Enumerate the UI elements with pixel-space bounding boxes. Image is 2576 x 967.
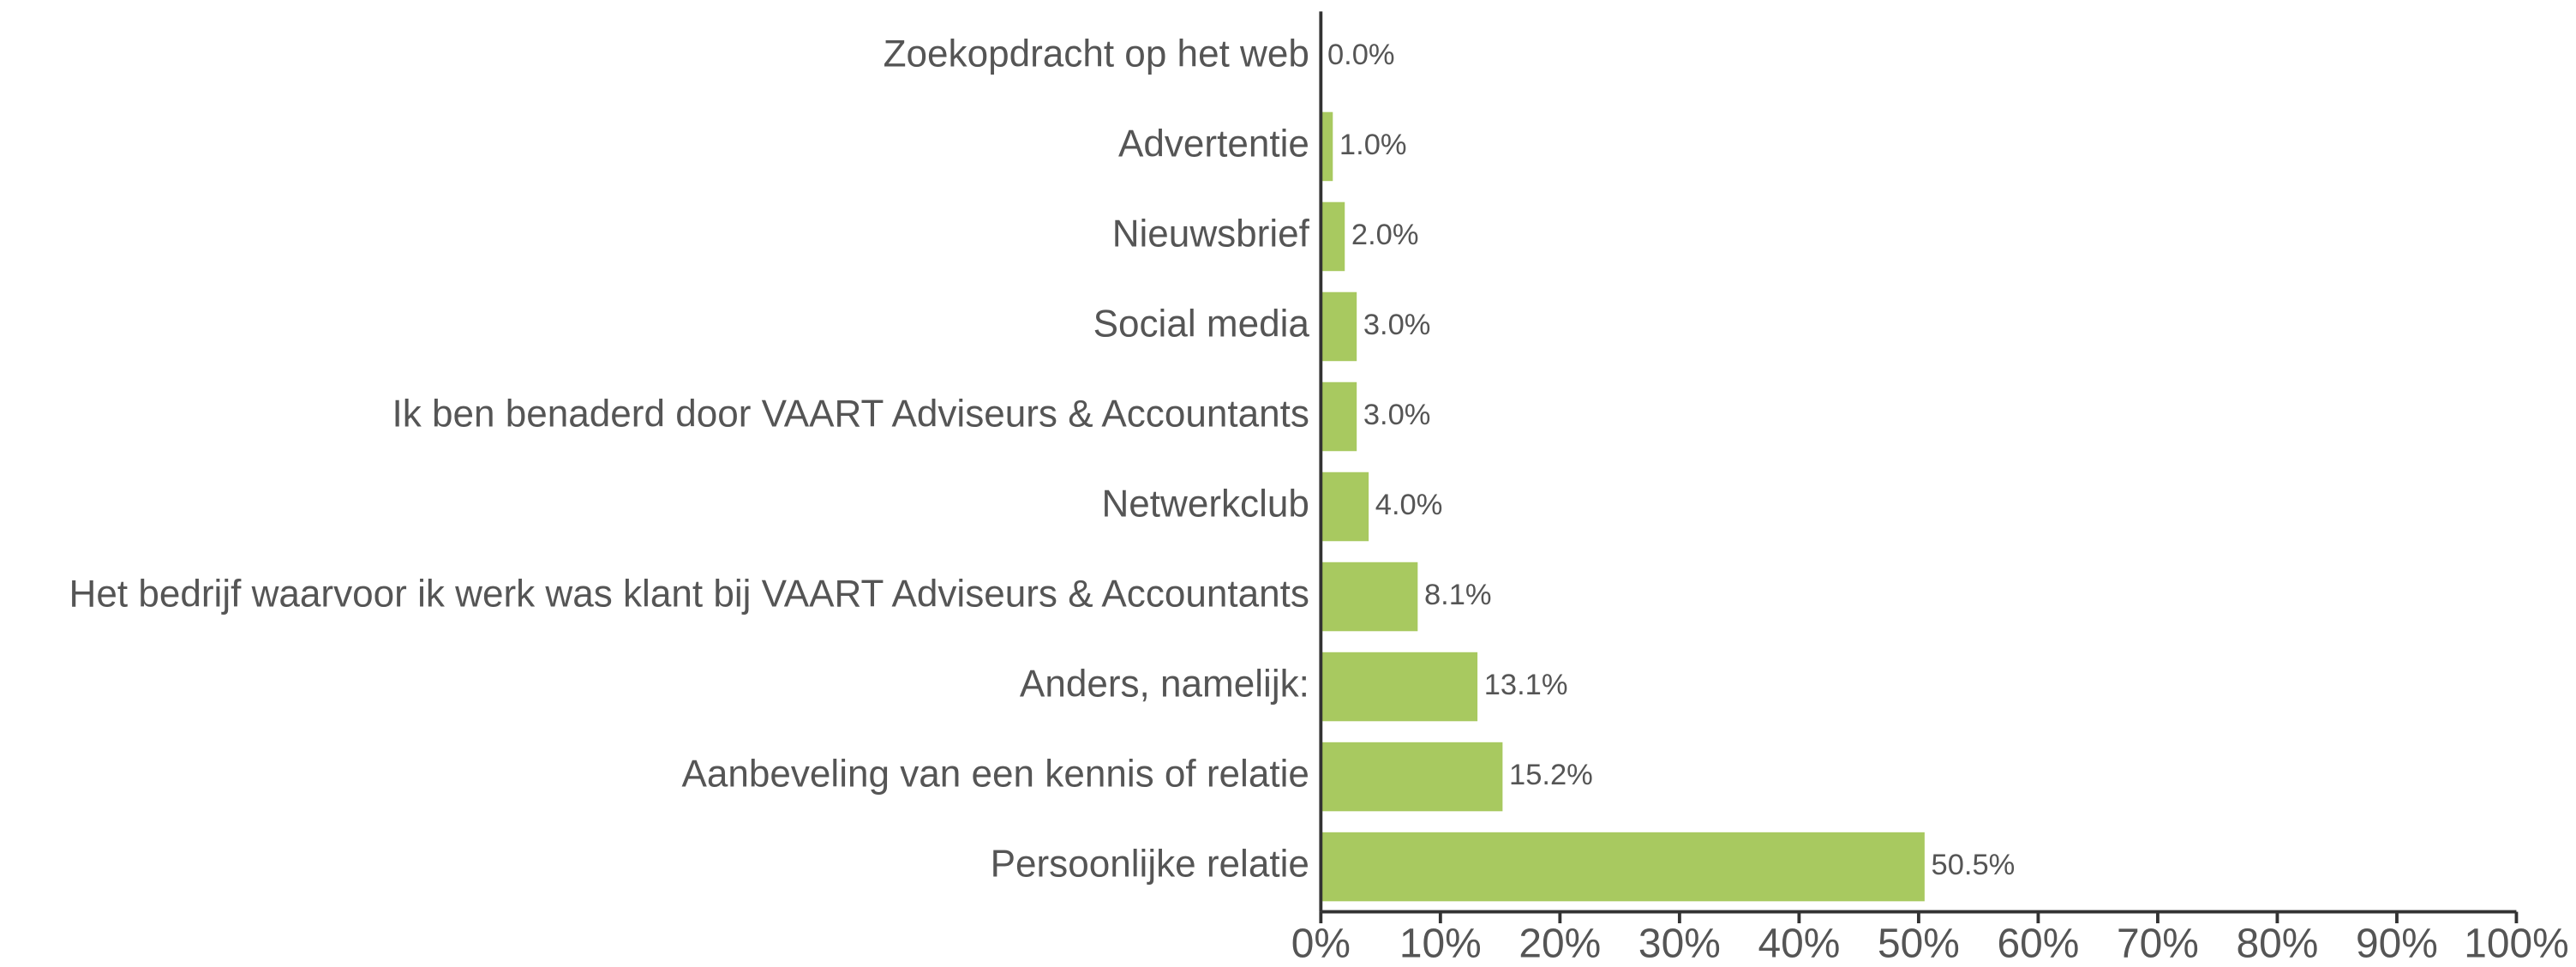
bar <box>1321 381 1357 452</box>
bar <box>1321 291 1357 362</box>
x-tick-label: 100% <box>2464 921 2569 963</box>
y-tick-label: Zoekopdracht op het web <box>884 33 1309 75</box>
x-tick-label: 20% <box>1519 921 1601 963</box>
y-tick-label: Social media <box>1093 303 1310 345</box>
y-tick-label: Advertentie <box>1118 123 1309 165</box>
value-label: 1.0% <box>1339 129 1407 161</box>
value-label: 8.1% <box>1424 579 1492 611</box>
y-tick-label: Nieuwsbrief <box>1112 213 1310 255</box>
y-tick-label: Persoonlijke relatie <box>991 844 1309 886</box>
value-label: 15.2% <box>1509 759 1593 791</box>
value-label: 0.0% <box>1327 39 1395 71</box>
bar <box>1321 201 1345 272</box>
x-tick-label: 0% <box>1291 921 1351 963</box>
bar <box>1321 832 1925 902</box>
value-label: 3.0% <box>1363 309 1431 341</box>
bar <box>1321 562 1418 632</box>
x-tick-label: 50% <box>1878 921 1960 963</box>
bar <box>1321 111 1333 182</box>
x-tick-label: 80% <box>2236 921 2318 963</box>
bar <box>1321 652 1478 722</box>
bar <box>1321 742 1503 812</box>
y-tick-label: Aanbeveling van een kennis of relatie <box>681 754 1309 796</box>
y-tick-label: Anders, namelijk: <box>1020 664 1309 706</box>
y-tick-label: Het bedrijf waarvoor ik werk was klant b… <box>69 574 1309 616</box>
x-tick-label: 70% <box>2117 921 2199 963</box>
x-tick-label: 40% <box>1758 921 1840 963</box>
y-tick-label: Netwerkclub <box>1101 484 1309 526</box>
value-label: 3.0% <box>1363 399 1431 431</box>
value-label: 4.0% <box>1375 489 1443 521</box>
x-tick-label: 10% <box>1399 921 1482 963</box>
x-tick-label: 30% <box>1638 921 1721 963</box>
y-tick-label: Ik ben benaderd door VAART Adviseurs & A… <box>392 393 1309 435</box>
x-tick-label: 60% <box>1997 921 2079 963</box>
bar <box>1321 471 1369 542</box>
value-label: 2.0% <box>1351 219 1419 251</box>
value-label: 50.5% <box>1932 849 2016 881</box>
value-label: 13.1% <box>1484 669 1568 701</box>
x-tick-label: 90% <box>2356 921 2438 963</box>
